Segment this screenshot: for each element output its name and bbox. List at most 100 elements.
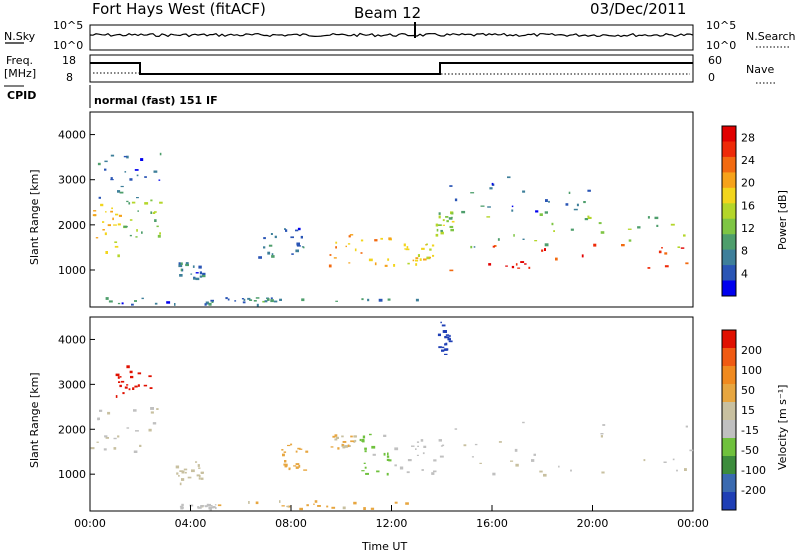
power-cell-148 bbox=[417, 254, 420, 257]
power-cell-106 bbox=[300, 235, 303, 239]
power-cell-11 bbox=[102, 229, 105, 231]
power-cell-149 bbox=[425, 244, 427, 246]
power-cell-28 bbox=[156, 225, 159, 228]
power-cell-34 bbox=[157, 234, 161, 238]
nsearch-tick-high: 10^5 bbox=[706, 19, 736, 32]
power-cell-217 bbox=[600, 231, 605, 234]
power-cell-271 bbox=[166, 301, 171, 304]
velocity-cell-62 bbox=[178, 475, 180, 477]
power-cell-183 bbox=[435, 223, 439, 227]
power-cell-50 bbox=[124, 171, 127, 173]
velocity-cell-67 bbox=[370, 507, 375, 510]
velocity-colorbar-swatch-1 bbox=[722, 348, 736, 367]
velocity-cell-89 bbox=[305, 450, 309, 453]
velocity-cell-57 bbox=[200, 471, 204, 474]
power-cell-200 bbox=[511, 265, 515, 269]
velocity-cell-210 bbox=[570, 469, 572, 472]
velocity-cell-180 bbox=[448, 340, 453, 343]
power-cell-279 bbox=[367, 298, 370, 302]
power-cell-192 bbox=[544, 248, 546, 251]
power-cell-44 bbox=[126, 155, 129, 159]
power-cell-201 bbox=[492, 245, 495, 248]
power-cell-232 bbox=[570, 228, 574, 231]
power-cell-249 bbox=[489, 187, 493, 190]
velocity-cell-119 bbox=[330, 446, 334, 448]
velocity-cell-100 bbox=[295, 466, 299, 469]
power-cell-136 bbox=[333, 257, 337, 259]
power-cell-207 bbox=[524, 263, 527, 265]
velocity-cell-144 bbox=[386, 472, 389, 476]
nsky-tick-low: 10^0 bbox=[53, 39, 83, 52]
velocity-cell-30 bbox=[117, 376, 120, 379]
power-cell-129 bbox=[345, 245, 347, 248]
power-cell-56 bbox=[136, 197, 139, 199]
power-cell-193 bbox=[449, 269, 454, 272]
velocity-cell-191 bbox=[515, 463, 519, 467]
power-cell-225 bbox=[522, 238, 525, 240]
power-cell-237 bbox=[470, 192, 475, 194]
power-cell-162 bbox=[412, 259, 415, 262]
velocity-cell-201 bbox=[558, 465, 560, 468]
velocity-cell-5 bbox=[148, 428, 152, 432]
power-cell-1 bbox=[114, 245, 119, 248]
velocity-cell-215 bbox=[200, 505, 205, 507]
power-cell-266 bbox=[174, 303, 176, 306]
velocity-cell-122 bbox=[354, 439, 357, 442]
power-cell-181 bbox=[442, 224, 445, 226]
power-cell-171 bbox=[435, 233, 439, 237]
velocity-ylabel: Slant Range [km] bbox=[28, 372, 41, 468]
velocity-cell-115 bbox=[335, 436, 339, 439]
power-cell-126 bbox=[348, 262, 351, 264]
cpid-text: normal (fast) 151 IF bbox=[94, 94, 218, 107]
velocity-cell-109 bbox=[337, 447, 340, 450]
power-cell-185 bbox=[451, 212, 454, 215]
freq-trace bbox=[90, 62, 693, 75]
power-cell-78 bbox=[178, 262, 183, 265]
power-cell-17 bbox=[93, 210, 97, 212]
velocity-cell-36 bbox=[137, 372, 142, 375]
velocity-ytick-2: 3000 bbox=[58, 378, 86, 391]
power-cell-52 bbox=[117, 190, 121, 193]
power-cell-39 bbox=[131, 201, 136, 204]
power-cell-151 bbox=[426, 256, 431, 260]
velocity-cell-143 bbox=[364, 450, 367, 453]
power-cell-170 bbox=[438, 215, 441, 219]
power-cell-82 bbox=[199, 275, 203, 278]
velocity-cell-202 bbox=[689, 449, 694, 452]
velocity-cell-21 bbox=[97, 417, 100, 421]
power-cell-137 bbox=[380, 237, 383, 240]
velocity-cell-40 bbox=[128, 388, 131, 391]
power-cell-55 bbox=[119, 191, 124, 194]
velocity-colorbar-tick-5: -50 bbox=[741, 444, 759, 457]
power-colorbar-frame bbox=[721, 125, 737, 297]
velocity-cell-164 bbox=[440, 445, 443, 447]
velocity-cell-81 bbox=[255, 501, 259, 505]
power-cell-164 bbox=[407, 262, 410, 265]
power-cell-178 bbox=[445, 216, 449, 218]
power-cell-10 bbox=[114, 241, 118, 243]
velocity-cell-53 bbox=[198, 467, 201, 469]
velocity-colorbar-swatch-2 bbox=[722, 366, 736, 385]
velocity-cell-2 bbox=[133, 450, 138, 453]
velocity-cell-116 bbox=[341, 435, 344, 438]
power-colorbar-swatch-10 bbox=[722, 280, 736, 297]
velocity-colorbar-tick-4: -15 bbox=[741, 424, 759, 437]
power-cell-244 bbox=[487, 206, 491, 208]
power-cell-205 bbox=[515, 263, 518, 266]
velocity-cell-154 bbox=[433, 470, 437, 473]
velocity-cell-50 bbox=[176, 472, 179, 475]
power-cell-212 bbox=[486, 216, 491, 218]
velocity-cell-141 bbox=[363, 462, 366, 464]
power-cell-21 bbox=[137, 210, 139, 212]
power-cell-187 bbox=[658, 250, 662, 254]
velocity-cell-231 bbox=[181, 503, 184, 507]
velocity-cell-4 bbox=[156, 408, 159, 410]
velocity-cell-129 bbox=[369, 433, 372, 436]
power-cell-166 bbox=[426, 243, 428, 246]
power-cell-223 bbox=[598, 222, 602, 225]
power-cell-269 bbox=[387, 298, 391, 301]
power-cell-76 bbox=[178, 264, 183, 268]
velocity-cell-33 bbox=[126, 384, 129, 386]
velocity-ytick-3: 4000 bbox=[58, 333, 86, 346]
nave-label: Nave bbox=[746, 63, 774, 76]
